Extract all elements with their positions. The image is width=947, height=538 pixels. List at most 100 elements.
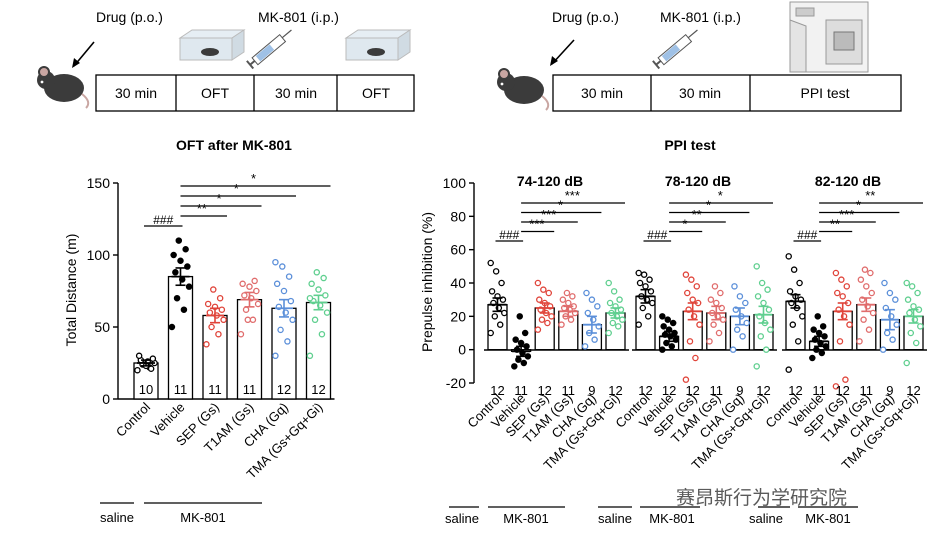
data-point <box>285 273 293 280</box>
n-label: 11 <box>514 383 528 398</box>
y-tick-label: 0 <box>102 391 110 407</box>
data-point <box>814 313 821 320</box>
significance-label: * <box>856 198 861 213</box>
mk801-group-label: MK-801 <box>503 511 549 526</box>
data-point <box>149 355 157 362</box>
data-point <box>206 309 214 316</box>
significance-label: * <box>706 198 711 213</box>
data-point <box>636 279 644 287</box>
timeline-box: 30 min <box>115 85 157 101</box>
data-point <box>168 323 176 331</box>
data-point <box>682 376 690 383</box>
timeline-right: Drug (p.o.) MK-801 (i.p.) 3 <box>497 1 902 112</box>
data-point <box>838 276 845 283</box>
drug-label: Drug (p.o.) <box>552 9 619 25</box>
data-point <box>813 346 820 353</box>
data-point <box>883 329 891 337</box>
saline-label: saline <box>598 511 632 526</box>
n-label: 12 <box>685 383 699 398</box>
data-point <box>786 288 794 295</box>
syringe-icon <box>652 29 698 70</box>
data-point <box>204 300 212 308</box>
data-point <box>736 293 744 300</box>
data-point <box>175 237 183 244</box>
data-point <box>644 313 652 320</box>
data-point <box>765 306 773 313</box>
data-point <box>272 352 279 360</box>
n-label: 11 <box>243 382 257 397</box>
timeline-left: Drug (p.o.) MK-801 (i.p.) <box>37 9 415 112</box>
data-point <box>762 346 770 353</box>
n-label: 12 <box>835 383 849 398</box>
data-point <box>865 326 873 333</box>
data-point <box>713 299 720 307</box>
oft-chart-title: OFT after MK-801 <box>176 137 292 153</box>
data-point <box>218 306 226 313</box>
y-tick-label: 150 <box>87 175 111 191</box>
data-point <box>668 343 676 350</box>
data-point <box>785 253 792 260</box>
data-point <box>583 289 590 297</box>
data-point <box>785 366 792 373</box>
data-point <box>843 283 851 290</box>
data-point <box>594 303 601 310</box>
y-tick-label: 50 <box>94 319 110 335</box>
data-point <box>492 268 500 275</box>
oft-y-axis-label: Total Distance (m) <box>63 234 79 347</box>
arrow-head <box>72 58 80 68</box>
data-point <box>742 299 749 307</box>
data-point <box>591 336 598 343</box>
data-point <box>834 289 841 297</box>
significance-label: ** <box>830 217 840 232</box>
data-point <box>173 294 181 302</box>
data-point <box>215 330 222 338</box>
significance-label: ### <box>647 228 667 242</box>
data-point <box>863 283 870 290</box>
n-label: 11 <box>562 383 576 398</box>
data-point <box>753 263 760 270</box>
data-point <box>889 336 896 343</box>
bar <box>305 301 332 400</box>
significance-label: ### <box>153 213 173 227</box>
data-point <box>496 321 504 328</box>
timeline-bar <box>95 74 415 112</box>
n-label: 9 <box>588 383 595 398</box>
data-point <box>739 333 746 340</box>
data-point <box>246 283 253 290</box>
data-point <box>538 316 546 323</box>
data-point <box>584 309 592 317</box>
data-point <box>758 279 766 287</box>
n-label: 10 <box>139 382 153 397</box>
data-point <box>790 266 798 273</box>
footer-right: saline MK-801 saline MK-801 saline MK-80… <box>445 506 858 526</box>
data-point <box>220 316 227 324</box>
syringe-icon <box>246 29 292 70</box>
data-point <box>559 296 567 303</box>
n-label: 9 <box>886 383 893 398</box>
data-point <box>488 288 496 295</box>
watermark: 赛昂斯行为学研究院 <box>676 487 848 509</box>
significance-label: * <box>251 171 256 186</box>
data-point <box>567 316 575 323</box>
n-label: 11 <box>208 382 222 397</box>
data-point <box>731 283 738 290</box>
data-point <box>318 330 326 338</box>
data-point <box>893 321 900 328</box>
data-point <box>605 329 612 337</box>
data-point <box>646 276 653 283</box>
significance-label: ** <box>692 207 702 222</box>
data-point <box>789 321 797 328</box>
timeline-box: OFT <box>201 85 229 101</box>
data-point <box>242 306 250 313</box>
data-point <box>659 346 666 353</box>
data-point <box>185 283 193 290</box>
data-point <box>216 294 224 302</box>
data-point <box>686 338 694 345</box>
data-point <box>581 343 589 350</box>
data-point <box>135 352 143 360</box>
significance-label: ** <box>197 201 207 216</box>
data-point <box>836 338 844 345</box>
data-point <box>315 286 322 293</box>
